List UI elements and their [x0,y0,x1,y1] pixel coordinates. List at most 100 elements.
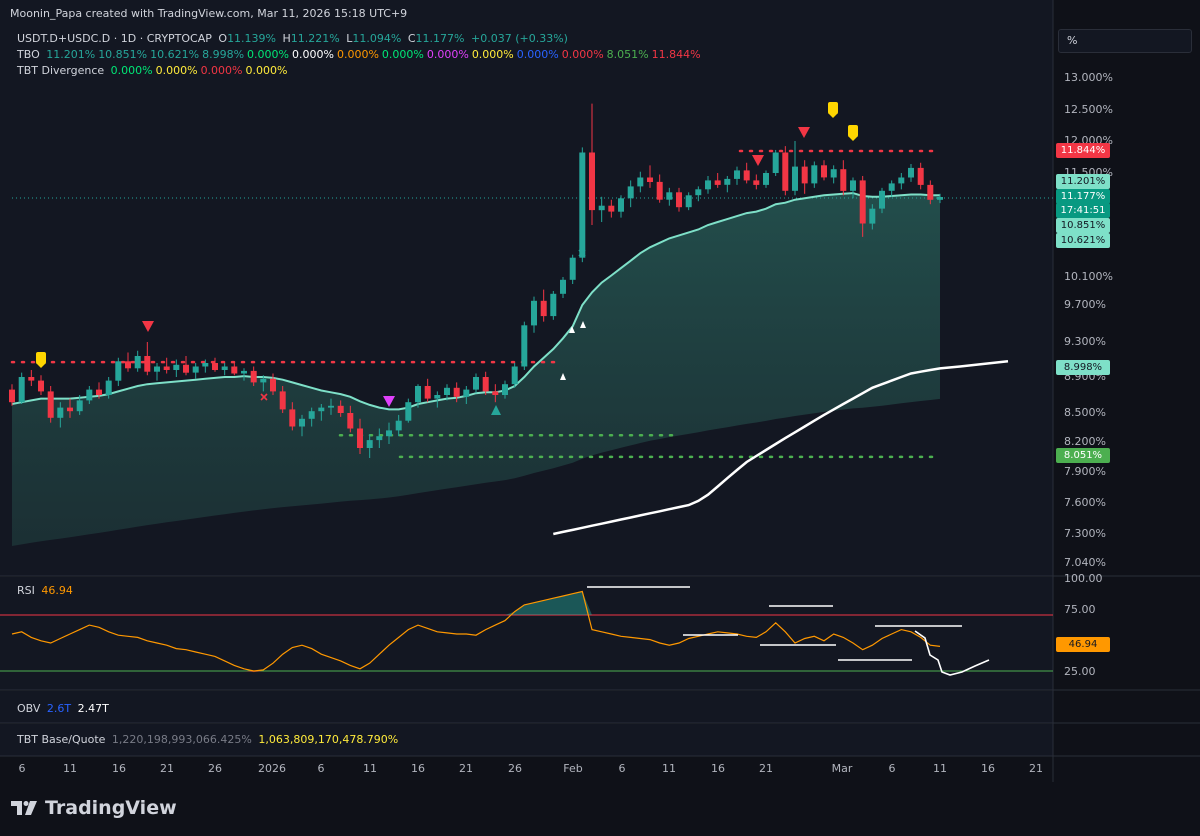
candle [18,372,25,404]
candle [57,402,64,428]
rsi-pane-bg [0,577,1053,690]
tbo-value: 0.000% [292,48,334,61]
candle-body [405,402,412,421]
candle [299,414,305,437]
obv-value-1: 2.6T [46,702,72,715]
candle [105,377,112,399]
candle [473,373,479,394]
tradingview-logo[interactable]: TradingView [11,797,177,819]
time-tick-label: 6 [618,762,626,775]
candle [608,199,615,218]
candle-body [521,325,528,367]
divergence-marker [383,396,395,407]
tbo-value: 10.621% [150,48,200,61]
divergence-legend[interactable]: TBT Divergence 0.000% 0.000% 0.000% 0.000% [17,64,290,77]
candle [260,375,267,392]
candle [386,422,392,444]
candle [772,149,779,176]
candle [115,357,122,386]
tbo-value: 0.000% [561,48,604,61]
candle [898,173,905,190]
candle [850,177,856,199]
candle-body [28,377,35,381]
candle [550,291,557,320]
alert-flag-marker-body [36,352,46,364]
candle-body [192,366,199,373]
tbt-pane-bg [0,724,1053,756]
candle [734,166,740,185]
time-tick-label: 11 [933,762,947,775]
candle [453,382,460,403]
rsi-legend[interactable]: RSI 46.94 [17,584,76,597]
rsi-badge: 46.94 [1056,637,1110,652]
cross-signal-marker-b [260,393,268,401]
candle-body [395,420,402,431]
time-tick-label: 21 [759,762,773,775]
rsi-overbought-fill [505,591,592,615]
candle [67,398,73,418]
candle-body [569,257,576,280]
price-badge: 11.177% [1056,189,1110,204]
symbol-legend[interactable]: USDT.D+USDC.D · 1D · CRYPTOCAP O11.139% … [17,32,571,45]
candle [289,402,296,431]
alert-flag-marker-tip [828,113,838,118]
symbol-name[interactable]: USDT.D+USDC.D · 1D · CRYPTOCAP [17,32,212,45]
candle [618,195,624,218]
candle-body [724,178,731,185]
tbo-value: 8.998% [202,48,245,61]
candle-body [289,409,296,427]
candle [598,196,605,223]
time-tick-label: 16 [981,762,995,775]
time-tick-label: 2026 [258,762,286,775]
price-tick-label: 13.000% [1064,71,1113,84]
candle [395,414,402,437]
candle [502,380,508,399]
close-value: 11.177% [415,32,465,45]
rsi-label: RSI [17,584,35,597]
tbo-legend[interactable]: TBO 11.201% 10.851% 10.621% 8.998% 0.000% 0.0… [17,48,704,61]
candle-body [579,152,586,258]
candle [183,356,189,376]
cross-signal-marker [578,249,586,257]
candle-body [531,300,537,326]
candle-body [357,428,363,448]
candle [492,384,499,403]
candle-body [482,377,489,392]
candle [405,398,412,423]
candle-body [18,377,25,403]
candle-body [695,189,702,196]
rsi-value: 46.94 [41,584,73,597]
candle-body [502,384,508,395]
candle-body [163,366,170,370]
time-tick-label: 11 [363,762,377,775]
candle-body [908,167,914,178]
candle [279,386,286,413]
candle-body [840,169,847,191]
time-tick-label: 16 [112,762,126,775]
price-badge: 8.051% [1056,448,1110,463]
candle [753,174,760,190]
candle [811,161,818,188]
candle-body [115,361,122,381]
tbt-bq-value-1: 1,220,198,993,066.425% [111,733,252,746]
tbt-bq-legend[interactable]: TBT Base/Quote 1,220,198,993,066.425% 1,… [17,733,401,746]
candle-body [560,279,566,294]
obv-legend[interactable]: OBV 2.6T 2.47T [17,702,112,715]
time-tick-label: 16 [411,762,425,775]
divergence-value: 0.000% [200,64,243,77]
candle-body [830,169,837,178]
candle [511,363,518,388]
price-tick-label: 9.700% [1064,298,1106,311]
candle-body [453,387,460,397]
tbo-value: 0.000% [381,48,424,61]
candle [724,175,731,193]
candle-body [937,197,943,200]
unit-selector[interactable]: % [1058,29,1192,53]
candle-body [627,186,634,199]
candle [9,384,15,406]
candle-body [270,378,276,392]
candle [714,173,721,188]
candle-body [792,166,798,191]
tradingview-logo-icon [11,799,37,817]
